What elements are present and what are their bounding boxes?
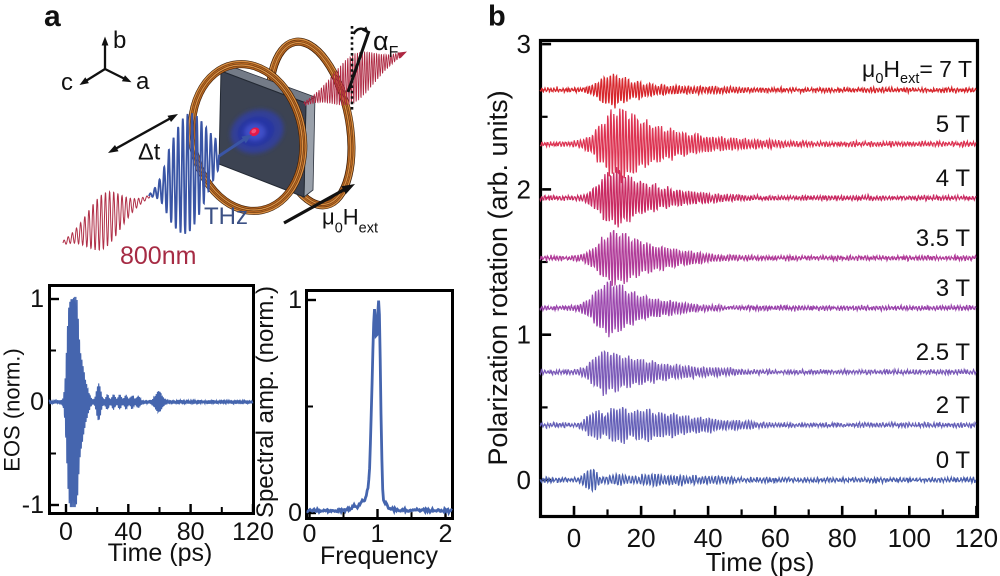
svg-text:Time (ps): Time (ps) (108, 539, 213, 567)
svg-text:b: b (113, 27, 126, 54)
svg-text:c: c (61, 69, 73, 96)
svg-text:0: 0 (59, 518, 73, 546)
svg-text:0 T: 0 T (936, 447, 971, 474)
svg-text:-1: -1 (22, 491, 44, 519)
svg-text:1: 1 (371, 520, 385, 548)
svg-text:b: b (488, 1, 506, 33)
svg-text:1: 1 (288, 286, 302, 314)
svg-text:800nm: 800nm (120, 242, 196, 270)
svg-text:a: a (44, 0, 61, 33)
svg-text:1: 1 (517, 320, 531, 350)
svg-text:3: 3 (517, 29, 531, 59)
svg-text:80: 80 (177, 518, 205, 546)
svg-text:0: 0 (567, 523, 581, 553)
svg-text:3 T: 3 T (936, 275, 971, 302)
svg-text:60: 60 (761, 523, 790, 553)
svg-text:a: a (136, 68, 150, 95)
svg-text:2.5 T: 2.5 T (916, 339, 971, 366)
svg-text:Polarization rotation (arb. un: Polarization rotation (arb. units) (483, 90, 513, 465)
svg-text:Spectral amp. (norm.): Spectral amp. (norm.) (252, 286, 279, 518)
svg-text:EOS (norm.): EOS (norm.) (0, 348, 25, 471)
svg-text:2 T: 2 T (936, 392, 971, 419)
svg-text:100: 100 (888, 523, 931, 553)
svg-text:Time (ps): Time (ps) (706, 547, 815, 576)
svg-text:80: 80 (828, 523, 857, 553)
svg-text:40: 40 (114, 518, 142, 546)
svg-text:αF: αF (373, 26, 399, 61)
svg-text:THz: THz (204, 203, 248, 230)
svg-text:4 T: 4 T (936, 165, 971, 192)
svg-text:3.5 T: 3.5 T (916, 225, 971, 252)
svg-text:120: 120 (232, 518, 274, 546)
svg-text:1: 1 (30, 285, 44, 313)
svg-text:40: 40 (694, 523, 723, 553)
svg-text:0: 0 (517, 465, 531, 495)
svg-text:0: 0 (288, 499, 302, 527)
svg-text:5 T: 5 T (936, 111, 971, 138)
svg-text:0: 0 (303, 520, 317, 548)
svg-text:Frequency: Frequency (320, 542, 439, 570)
svg-text:20: 20 (627, 523, 656, 553)
svg-text:2: 2 (439, 520, 453, 548)
svg-text:2: 2 (517, 174, 531, 204)
svg-text:μ0Hext: μ0Hext (322, 205, 378, 237)
svg-text:120: 120 (955, 523, 998, 553)
svg-text:Δt: Δt (138, 139, 161, 165)
svg-text:0: 0 (30, 388, 44, 416)
